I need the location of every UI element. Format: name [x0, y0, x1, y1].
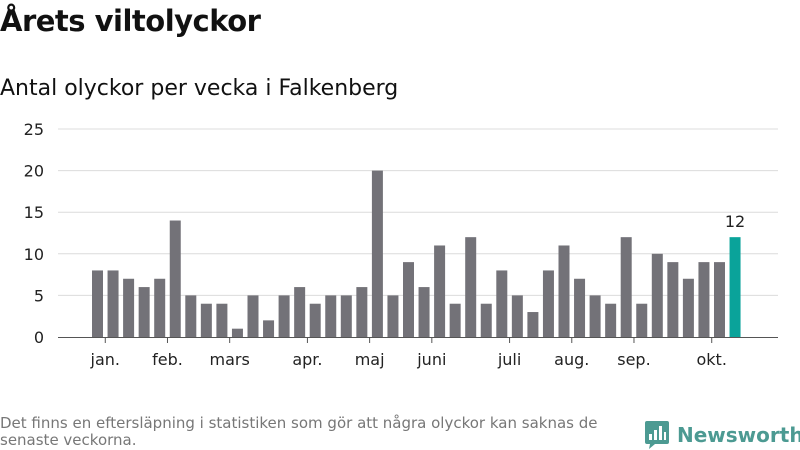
x-tick-label: maj — [355, 350, 385, 369]
brand-name: Newsworthy — [677, 423, 800, 447]
bar-chart: 0 5 10 15 20 25 jan. feb. mars apr. maj juni juli aug… — [24, 120, 778, 369]
bar-week-40 — [698, 262, 710, 337]
bar-week-22 — [418, 287, 430, 337]
bar-week-32 — [574, 278, 586, 337]
bar-week-23 — [434, 245, 446, 337]
brand-logo[interactable]: Newsworthy — [645, 420, 800, 450]
bar-week-13 — [278, 295, 290, 337]
bar-week-19 — [371, 170, 383, 337]
bar-week-31 — [558, 245, 570, 337]
bar-week-7 — [185, 295, 197, 337]
bar-week-15 — [309, 303, 321, 337]
bar-week-26 — [480, 303, 492, 337]
data-label: 12 — [725, 212, 745, 231]
x-tick-label: aug. — [554, 350, 589, 369]
x-tick-label: juli — [497, 350, 521, 369]
x-tick-label: feb. — [152, 350, 183, 369]
bar-week-17 — [340, 295, 352, 337]
bar-week-38 — [667, 262, 679, 337]
bar-week-2 — [107, 270, 119, 337]
bar-week-14 — [294, 287, 306, 337]
bar-week-16 — [325, 295, 337, 337]
bar-week-12 — [263, 320, 275, 337]
bar-week-30 — [542, 270, 554, 337]
bar-week-35 — [620, 237, 632, 337]
bar-week-37 — [651, 253, 663, 337]
bar-week-42 — [729, 237, 741, 337]
chart-title: Årets viltolyckor — [0, 4, 261, 38]
bar-week-25 — [465, 237, 477, 337]
bar-week-18 — [356, 287, 368, 337]
bar-week-24 — [449, 303, 461, 337]
x-tick-label: sep. — [617, 350, 650, 369]
bar-week-6 — [169, 220, 181, 337]
bar-week-27 — [496, 270, 508, 337]
newsworthy-logo-icon — [645, 421, 669, 449]
bar-week-20 — [387, 295, 399, 337]
y-tick-label: 15 — [24, 203, 44, 222]
bar-week-10 — [231, 328, 243, 337]
y-tick-label: 0 — [34, 328, 44, 347]
y-tick-label: 20 — [24, 162, 44, 181]
bar-week-5 — [154, 278, 166, 337]
bar-week-3 — [123, 278, 135, 337]
bar-week-36 — [636, 303, 648, 337]
bar-week-8 — [200, 303, 212, 337]
chart-subtitle: Antal olyckor per vecka i Falkenberg — [0, 76, 399, 101]
x-tick-label: okt. — [697, 350, 727, 369]
bar-week-41 — [714, 262, 725, 337]
bar-week-34 — [605, 303, 617, 337]
x-tick-label: apr. — [292, 350, 322, 369]
bar-week-4 — [138, 287, 150, 337]
bar-week-28 — [511, 295, 523, 337]
y-tick-label: 10 — [24, 245, 44, 264]
bar-week-1 — [92, 270, 103, 337]
bar-week-21 — [403, 262, 414, 337]
footnote: Det finns en eftersläpning i statistiken… — [0, 414, 598, 449]
bar-week-9 — [216, 303, 228, 337]
x-tick-label: jan. — [90, 350, 120, 369]
y-tick-label: 5 — [34, 286, 44, 305]
bar-week-29 — [527, 312, 539, 337]
y-tick-label: 25 — [24, 120, 44, 139]
bar-week-33 — [589, 295, 601, 337]
bar-week-11 — [247, 295, 259, 337]
x-tick-label: juni — [416, 350, 446, 369]
x-tick-label: mars — [210, 350, 250, 369]
bar-week-39 — [682, 278, 694, 337]
